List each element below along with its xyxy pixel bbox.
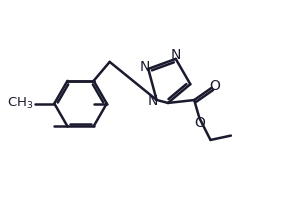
Text: N: N	[148, 94, 158, 108]
Text: N: N	[139, 60, 150, 74]
Text: O: O	[194, 116, 205, 130]
Text: O: O	[210, 79, 221, 93]
Text: N: N	[170, 48, 181, 62]
Text: CH$_3$: CH$_3$	[7, 96, 33, 111]
